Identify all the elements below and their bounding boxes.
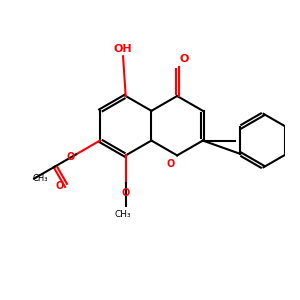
- Text: O: O: [166, 159, 174, 170]
- Text: O: O: [56, 181, 64, 191]
- Text: CH₃: CH₃: [115, 210, 131, 219]
- Text: O: O: [67, 152, 75, 162]
- Text: O: O: [180, 54, 189, 64]
- Text: OH: OH: [114, 44, 132, 53]
- Text: CH₃: CH₃: [33, 174, 48, 183]
- Text: O: O: [122, 188, 130, 198]
